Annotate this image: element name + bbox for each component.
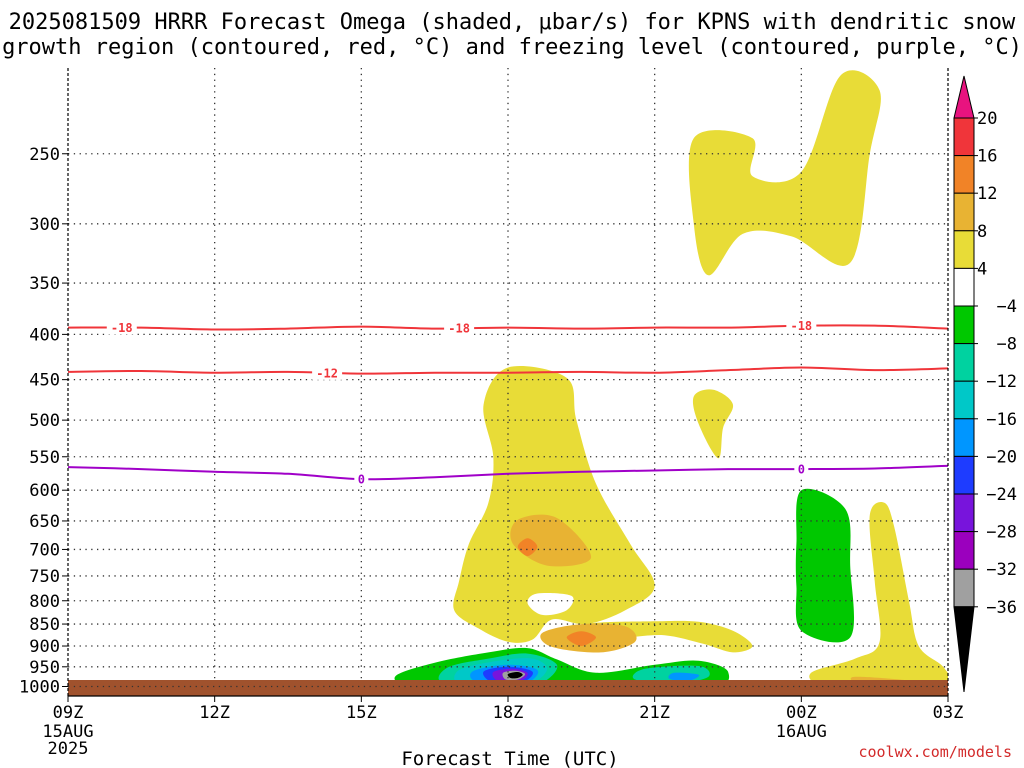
x-tick-label-21Z: 21Z [639,703,670,723]
omega-region-12 [566,631,596,646]
contour-label-bg [794,462,809,477]
contour-label: -12 [316,366,338,380]
contour-label-bg [786,318,817,333]
y-tick-label-1000: 1000 [19,678,60,698]
y-tick-label-550: 550 [29,448,60,468]
y-tick-label-800: 800 [29,592,60,612]
y-tick-label-300: 300 [29,215,60,235]
chart-title: 2025081509 HRRR Forecast Omega (shaded, … [2,10,1022,60]
colorbar-box [953,531,975,570]
title-line-2: growth region (contoured, red, °C) and f… [2,35,1022,60]
colorbar-box [953,155,975,194]
contour-1: -12 [67,365,949,380]
colorbar-label: −28 [986,523,1017,543]
y-tick-label-500: 500 [29,411,60,431]
x-tick-label-09Z: 09Z [53,703,84,723]
omega-region-neg36 [507,671,523,679]
contour-label: 0 [798,463,805,477]
colorbar-box [953,418,975,457]
x-tick-label-15Z: 15Z [346,703,377,723]
colorbar-box [953,568,975,608]
colorbar-box [953,493,975,533]
omega-region-neg16 [668,672,700,681]
surface-bar [68,680,948,696]
x-tick-label-03Z: 03Z [933,703,964,723]
y-tick-label-750: 750 [29,567,60,587]
colorbar-label: 8 [977,222,987,242]
colorbar-label: −20 [986,447,1017,467]
contour-label: -18 [448,322,470,336]
colorbar-label: 12 [977,184,997,204]
colorbar-box [953,230,975,269]
y-tick-label-950: 950 [29,658,60,678]
x-tick-sublabel: 16AUG [776,722,827,742]
contour-label-bg [444,321,475,336]
x-tick-label-00Z: 00Z [786,703,817,723]
colorbar-label: 4 [977,259,987,279]
colorbar-label: −12 [986,372,1017,392]
y-tick-label-450: 450 [29,371,60,391]
colorbar-box [953,380,975,420]
contour-2: 00 [67,462,949,487]
colorbar-label: −24 [986,485,1017,505]
colorbar: 20 16 12 8 4 −4 −8 −12 −16 −20 −24 −28 −32 −36 [953,75,1017,693]
omega-region-neg4 [795,488,855,643]
x-tick-label-12Z: 12Z [199,703,230,723]
y-tick-label-350: 350 [29,274,60,294]
contour-label: 0 [358,473,365,487]
omega-region-4 [692,389,734,459]
omega-region-4 [688,70,881,276]
omega-region-12 [517,538,538,556]
omega-region-4 [809,502,948,691]
contour-0: -18 -18 -18 [67,318,949,336]
colorbar-label: 16 [977,147,997,167]
colorbar-label: −4 [997,297,1017,317]
contour-label-bg [312,365,343,380]
colorbar-label: −32 [986,560,1017,580]
x-axis-title: Forecast Time (UTC) [401,748,618,768]
colorbar-label: −8 [997,335,1017,355]
credit-text: coolwx.com/models [858,743,1012,761]
x-tick-sublabel: 15AUG [42,722,93,742]
colorbar-box [953,455,975,495]
contour-label-bg [354,472,369,487]
colorbar-box [953,305,975,345]
contour-label: -18 [111,321,133,335]
colorbar-box [953,192,975,232]
colorbar-top-arrow [953,75,975,119]
contour-label: -18 [790,319,812,333]
omega-region-4 [453,366,655,643]
y-tick-label-400: 400 [29,325,60,345]
contour-line [67,366,949,375]
title-line-1: 2025081509 HRRR Forecast Omega (shaded, … [9,10,1016,35]
contour-label-bg [106,320,137,335]
colorbar-label: −36 [986,598,1017,618]
omega-shading [68,70,948,696]
y-tick-label-600: 600 [29,481,60,501]
colorbar-bottom-arrow [953,606,975,693]
y-tick-label-900: 900 [29,637,60,657]
colorbar-box [953,267,975,307]
colorbar-box [953,117,975,157]
x-tick-sublabel: 2025 [48,739,89,759]
y-tick-label-700: 700 [29,540,60,560]
y-tick-label-650: 650 [29,512,60,532]
omega-region-0 [527,592,574,616]
colorbar-label: −16 [986,410,1017,430]
y-axis: 2503003504004505005506006507007508008509… [19,145,68,698]
colorbar-label: 20 [977,109,997,129]
y-tick-label-850: 850 [29,615,60,635]
x-tick-label-18Z: 18Z [493,703,524,723]
y-tick-label-250: 250 [29,145,60,165]
colorbar-box [953,343,975,382]
